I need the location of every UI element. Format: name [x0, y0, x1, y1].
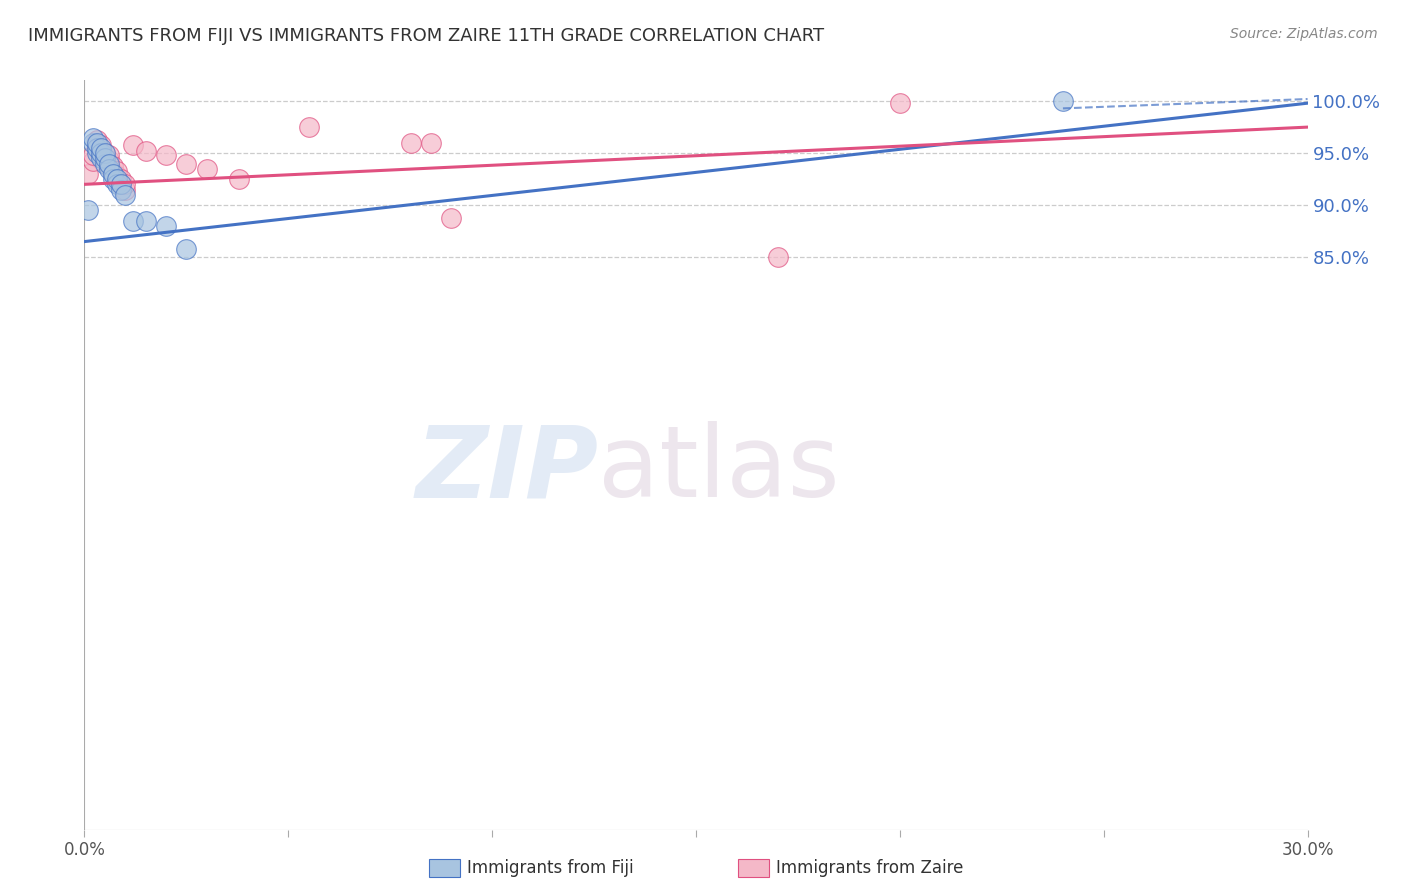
Point — [114, 182, 136, 196]
Point — [97, 161, 120, 176]
Point — [86, 136, 108, 150]
Point — [97, 148, 120, 162]
Point — [110, 178, 132, 192]
Point — [86, 141, 108, 155]
Point — [90, 144, 112, 158]
Text: atlas: atlas — [598, 421, 839, 518]
Point — [420, 136, 443, 150]
Point — [90, 141, 112, 155]
Point — [93, 151, 115, 165]
Point — [122, 137, 145, 152]
Point — [298, 120, 321, 134]
Text: ZIP: ZIP — [415, 421, 598, 518]
Point — [97, 156, 120, 170]
Point — [105, 178, 128, 192]
Point — [82, 154, 104, 169]
Point — [77, 203, 100, 218]
Point — [105, 169, 128, 183]
Point — [101, 159, 124, 173]
Point — [93, 156, 115, 170]
Point — [82, 136, 104, 150]
Point — [101, 172, 124, 186]
Point — [90, 146, 112, 161]
Point — [90, 151, 112, 165]
Point — [889, 96, 911, 111]
Point — [155, 219, 177, 233]
Point — [77, 167, 100, 181]
Point — [1052, 94, 1074, 108]
Point — [101, 167, 124, 181]
Point — [105, 164, 128, 178]
Point — [766, 250, 789, 264]
Point — [93, 146, 115, 161]
Point — [93, 151, 115, 165]
Point — [155, 148, 177, 162]
Point — [101, 165, 124, 179]
Point — [114, 187, 136, 202]
Point — [86, 146, 108, 161]
Point — [228, 172, 250, 186]
Point — [174, 242, 197, 256]
Point — [93, 146, 115, 161]
Point — [122, 213, 145, 227]
Point — [86, 137, 108, 152]
Point — [86, 132, 108, 146]
Point — [135, 144, 157, 158]
Point — [195, 161, 218, 176]
Point — [97, 159, 120, 173]
Point — [97, 153, 120, 168]
Point — [135, 213, 157, 227]
Text: Source: ZipAtlas.com: Source: ZipAtlas.com — [1230, 27, 1378, 41]
Point — [399, 136, 422, 150]
Point — [105, 172, 128, 186]
Point — [110, 182, 132, 196]
Point — [90, 137, 112, 152]
Text: IMMIGRANTS FROM FIJI VS IMMIGRANTS FROM ZAIRE 11TH GRADE CORRELATION CHART: IMMIGRANTS FROM FIJI VS IMMIGRANTS FROM … — [28, 27, 824, 45]
Point — [110, 172, 132, 186]
Point — [110, 178, 132, 192]
Point — [114, 178, 136, 192]
Point — [82, 130, 104, 145]
Point — [82, 148, 104, 162]
Point — [440, 211, 463, 225]
Text: Immigrants from Zaire: Immigrants from Zaire — [776, 859, 963, 877]
Point — [174, 156, 197, 170]
Text: Immigrants from Fiji: Immigrants from Fiji — [467, 859, 634, 877]
